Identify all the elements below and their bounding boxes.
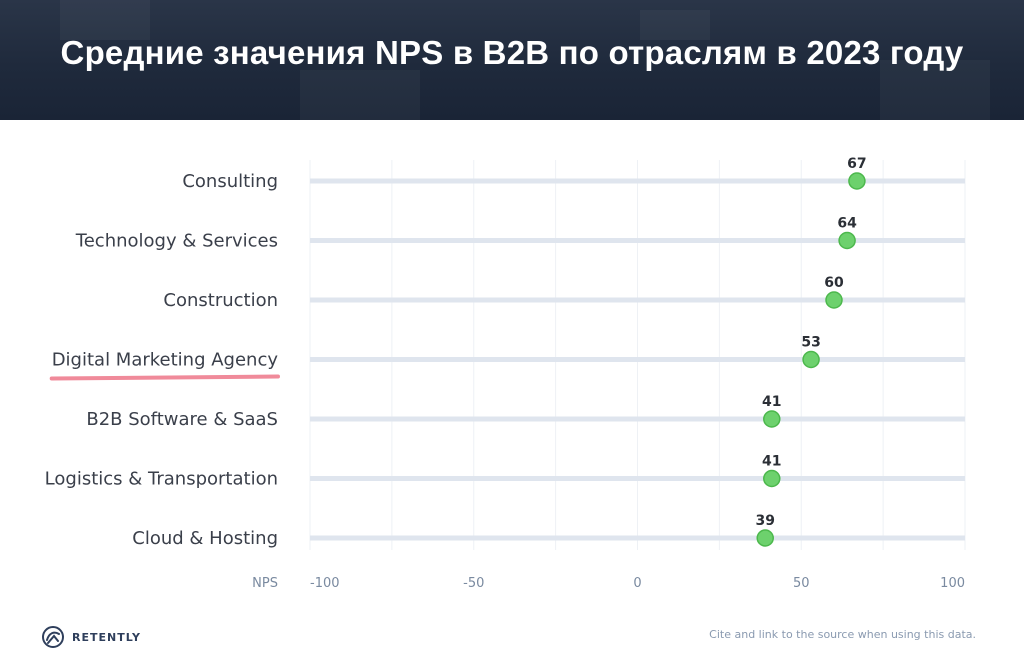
- chart-header: Средние значения NPS в B2B по отраслям в…: [0, 0, 1024, 120]
- value-label: 64: [837, 216, 857, 232]
- chart-row: Technology & Services 64: [75, 216, 965, 252]
- nps-dot-chart: Consulting 67 Technology & Services 64 Const…: [45, 156, 966, 591]
- brand-name: RETENTLY: [72, 630, 141, 644]
- x-tick-label: 100: [940, 576, 965, 591]
- x-tick-label: 50: [793, 576, 810, 591]
- category-label: Technology & Services: [75, 231, 278, 252]
- category-label: B2B Software & SaaS: [86, 409, 278, 430]
- value-label: 53: [801, 335, 820, 351]
- chart-title: Средние значения NPS в B2B по отраслям в…: [60, 34, 964, 71]
- value-label: 67: [847, 156, 866, 172]
- data-point: [763, 410, 781, 428]
- chart-rows: Consulting 67 Technology & Services 64 Const…: [45, 156, 965, 549]
- data-point: [825, 291, 843, 309]
- x-axis: NPS -100 -50 0 50 100: [252, 576, 965, 591]
- retently-logo[interactable]: RETENTLY: [40, 624, 141, 650]
- data-point: [838, 231, 856, 250]
- value-label: 60: [824, 275, 844, 291]
- chart-row: B2B Software & SaaS 41: [86, 394, 965, 430]
- category-label: Digital Marketing Agency: [52, 350, 279, 371]
- x-tick-label: 0: [633, 576, 641, 591]
- category-label: Construction: [163, 290, 278, 311]
- data-point: [848, 172, 866, 190]
- data-point: [802, 350, 820, 369]
- category-label: Logistics & Transportation: [45, 469, 278, 490]
- grid-lines: [309, 160, 966, 550]
- chart-row: Consulting 67: [182, 156, 965, 192]
- category-label: Consulting: [182, 171, 278, 192]
- category-label: Cloud & Hosting: [132, 528, 278, 549]
- x-axis-label: NPS: [252, 576, 278, 591]
- chart-row: Cloud & Hosting 39: [132, 513, 965, 549]
- highlight-underline: [49, 374, 280, 381]
- chart-row: Construction 60: [163, 275, 965, 311]
- data-point: [763, 469, 781, 488]
- value-label: 41: [762, 394, 781, 410]
- value-label: 41: [762, 454, 781, 470]
- value-label: 39: [755, 513, 774, 529]
- data-point: [756, 529, 774, 547]
- x-tick-label: -50: [463, 576, 484, 591]
- citation-note: Cite and link to the source when using t…: [709, 628, 976, 641]
- chart-row: Digital Marketing Agency 53: [49, 335, 965, 381]
- retently-logo-icon: [42, 626, 64, 648]
- x-tick-label: -100: [310, 576, 340, 591]
- chart-row: Logistics & Transportation 41: [45, 454, 965, 490]
